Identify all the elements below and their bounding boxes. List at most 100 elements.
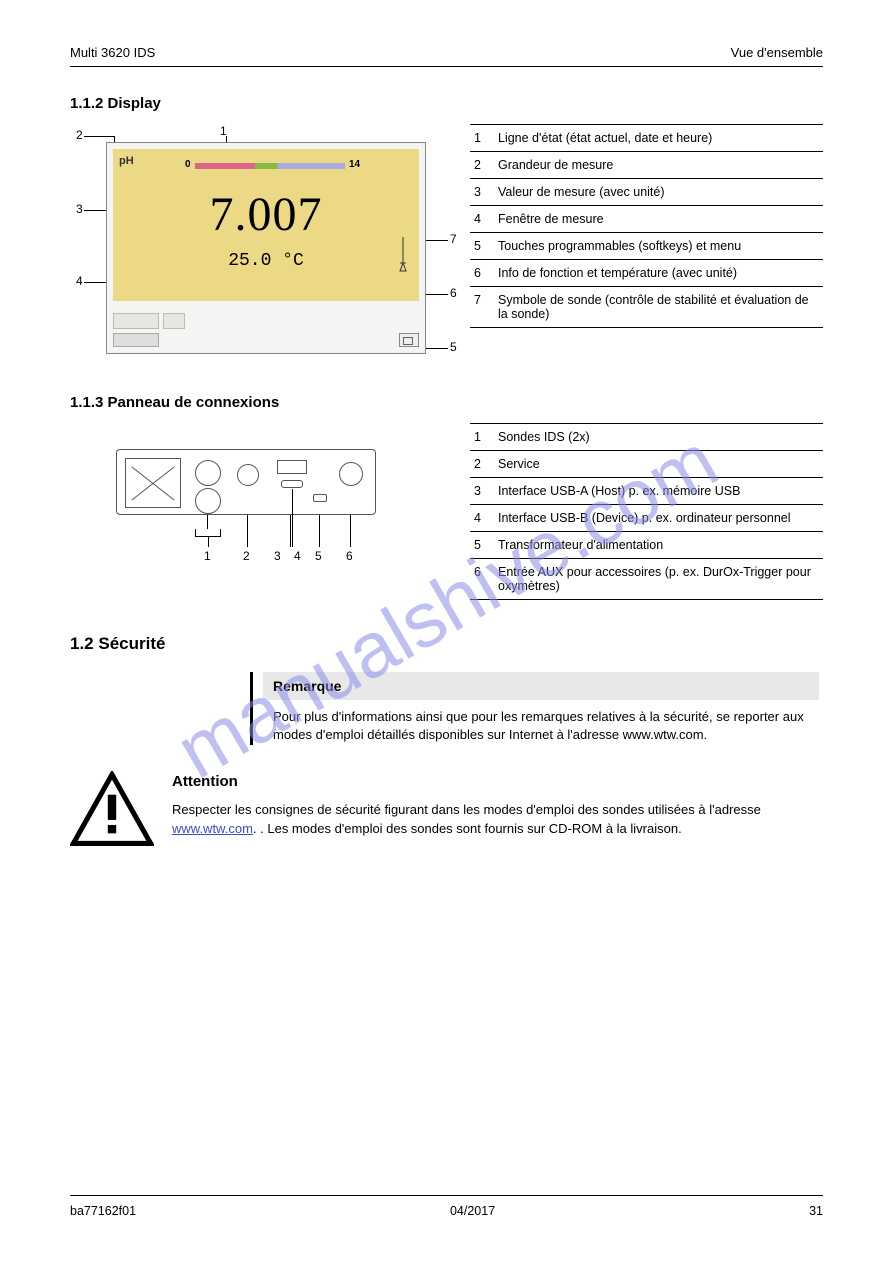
device-mockup: pH 0 14 7.007 25.0 °C [106,142,426,354]
legend-text: Valeur de mesure (avec unité) [494,179,823,206]
legend-num: 7 [470,287,494,328]
scale-max: 14 [349,159,360,170]
callout-7: 7 [450,232,457,246]
table-row: 2Grandeur de mesure [470,152,823,179]
leader [208,537,209,547]
socket-legend-table: 1Sondes IDS (2x) 2Service 3Interface USB… [470,423,823,600]
legend-num: 1 [470,424,494,451]
table-row: 3Interface USB-A (Host) p. ex. mémoire U… [470,478,823,505]
legend-num: 4 [470,505,494,532]
callout-3: 3 [76,202,83,216]
display-two-col: 2 1 3 4 7 6 5 pH 0 14 7.007 [70,124,823,354]
legend-num: 2 [470,451,494,478]
legend-text: Interface USB-B (Device) p. ex. ordinate… [494,505,823,532]
legend-num: 1 [470,125,494,152]
legend-num: 5 [470,532,494,559]
legend-text: Service [494,451,823,478]
table-row: 5Transformateur d'alimentation [470,532,823,559]
callout-5: 5 [450,340,457,354]
caution-block: Attention Respecter les consignes de séc… [70,771,823,852]
socket-figure-wrap: 1 2 3 4 5 6 [70,423,450,559]
sock-callout-2: 2 [243,549,250,563]
ids-connector [195,460,221,486]
legend-text: Ligne d'état (état actuel, date et heure… [494,125,823,152]
caution-text: Attention Respecter les consignes de séc… [172,771,823,839]
legend-text: Transformateur d'alimentation [494,532,823,559]
table-row: 7Symbole de sonde (contrôle de stabilité… [470,287,823,328]
legend-num: 6 [470,260,494,287]
section-title-display: 1.1.2 Display [70,95,823,112]
ids-connector [195,488,221,514]
display-legend: 1Ligne d'état (état actuel, date et heur… [470,124,823,328]
probe-icon [397,235,409,275]
note-label: Remarque [263,672,819,700]
leader [84,210,108,211]
table-row: 1Sondes IDS (2x) [470,424,823,451]
socket-figure: 1 2 3 4 5 6 [116,449,406,559]
usb-a-port [277,460,307,474]
table-row: 2Service [470,451,823,478]
leader [426,240,448,241]
bracket [195,529,221,537]
table-row: 6Info de fonction et température (avec u… [470,260,823,287]
footer-right: 31 [809,1204,823,1218]
leader [84,282,108,283]
page-header: Multi 3620 IDS Vue d'ensemble [70,45,823,60]
table-row: 4Fenêtre de mesure [470,206,823,233]
leader [319,515,320,547]
leader [290,515,291,547]
legend-text: Interface USB-A (Host) p. ex. mémoire US… [494,478,823,505]
aux-connector [339,462,363,486]
service-connector [237,464,259,486]
caution-label: Attention [172,771,823,794]
sock-callout-6: 6 [346,549,353,563]
leader [84,136,114,137]
table-row: 3Valeur de mesure (avec unité) [470,179,823,206]
leader [350,515,351,547]
page-footer: ba77162f01 04/2017 31 [70,1195,823,1218]
table-row: 6Entrée AUX pour accessoires (p. ex. Dur… [470,559,823,600]
note-bar [250,672,253,745]
legend-text: Fenêtre de mesure [494,206,823,233]
footer-left: ba77162f01 [70,1204,136,1218]
table-row: 5Touches programmables (softkeys) et men… [470,233,823,260]
header-right: Vue d'ensemble [731,45,823,60]
socket-panel [116,449,376,515]
legend-num: 3 [470,179,494,206]
header-left: Multi 3620 IDS [70,45,155,60]
header-rule [70,66,823,67]
device-footer-row [113,333,419,349]
power-port [313,494,327,502]
footer-box [113,333,159,347]
legend-num: 4 [470,206,494,233]
leader [292,489,293,547]
caution-text-2: . Les modes d'emploi des sondes sont fou… [260,821,682,836]
softkey[interactable] [113,313,159,329]
page-content: Multi 3620 IDS Vue d'ensemble 1.1.2 Disp… [70,45,823,1218]
note-block: Remarque Pour plus d'informations ainsi … [250,672,819,745]
legend-text: Symbole de sonde (contrôle de stabilité … [494,287,823,328]
footer-center: 04/2017 [450,1204,495,1218]
sock-callout-3: 3 [274,549,281,563]
display-figure-wrap: 2 1 3 4 7 6 5 pH 0 14 7.007 [70,124,450,354]
softkey[interactable] [163,313,185,329]
caution-link[interactable]: www.wtw.com [172,821,253,836]
section-title-sockets: 1.1.3 Panneau de connexions [70,394,823,411]
temperature-value: 25.0 °C [113,251,419,271]
device-screen: pH 0 14 7.007 25.0 °C [113,149,419,301]
legend-text: Touches programmables (softkeys) et menu [494,233,823,260]
leader [247,515,248,547]
caution-text-1: Respecter les consignes de sécurité figu… [172,802,761,817]
section-title-safety: 1.2 Sécurité [70,634,823,654]
leader [207,515,208,529]
legend-text: Grandeur de mesure [494,152,823,179]
legend-text: Info de fonction et température (avec un… [494,260,823,287]
callout-4: 4 [76,274,83,288]
sock-callout-5: 5 [315,549,322,563]
legend-num: 5 [470,233,494,260]
note-content: Remarque Pour plus d'informations ainsi … [263,672,819,745]
legend-num: 3 [470,478,494,505]
display-legend-table: 1Ligne d'état (état actuel, date et heur… [470,124,823,328]
main-value: 7.007 [113,187,419,242]
scale-min: 0 [185,159,191,170]
